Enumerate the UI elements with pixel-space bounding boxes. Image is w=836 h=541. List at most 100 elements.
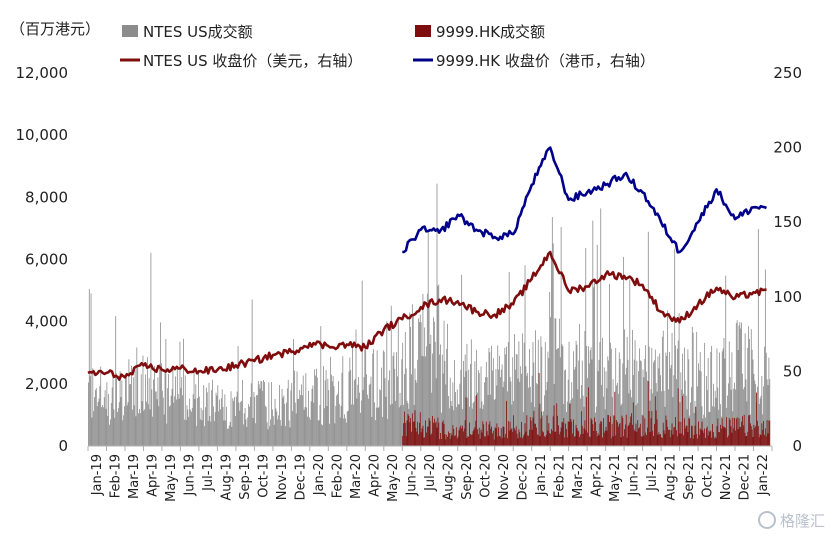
- hk-volume-bar: [402, 435, 404, 446]
- hk-volume-bar: [559, 431, 561, 446]
- ntes-us-volume-bar: [531, 375, 533, 446]
- ntes-us-volume-bar: [142, 355, 144, 446]
- hk-volume-bar: [471, 434, 473, 446]
- x-tick-label: Feb-21: [552, 454, 567, 498]
- ntes-us-volume-bar: [107, 416, 109, 446]
- ntes-us-volume-bar: [473, 401, 475, 446]
- hk-volume-bar: [731, 432, 733, 446]
- ntes-us-volume-bar: [609, 284, 610, 446]
- hk-volume-bar: [698, 421, 699, 446]
- hk-volume-bar: [507, 438, 508, 446]
- ntes-us-volume-bar: [147, 404, 149, 446]
- ntes-us-volume-bar: [418, 318, 419, 446]
- ntes-us-volume-bar: [286, 388, 288, 446]
- hk-volume-bar: [669, 437, 671, 446]
- y-axis-left: 0 2,000 4,000 6,000 8,000 10,000 12,000: [16, 64, 69, 455]
- ntes-us-volume-bar: [342, 356, 344, 446]
- x-tick-label: Jan-21: [534, 454, 549, 496]
- ntes-us-volume-bar: [367, 394, 368, 446]
- ntes-us-volume-bar: [420, 322, 422, 446]
- ntes-us-volume-bar: [424, 327, 426, 446]
- hk-volume-bar: [424, 437, 426, 446]
- ntes-us-volume-bar: [434, 341, 436, 446]
- ntes-us-volume-bar: [319, 405, 321, 446]
- ntes-us-volume-bar: [249, 397, 251, 446]
- ntes-us-volume-bar: [352, 404, 354, 446]
- ntes-us-volume-bar: [286, 402, 287, 446]
- ntes-us-volume-bar: [537, 339, 539, 446]
- x-tick-label: Oct-21: [700, 454, 715, 498]
- hk-volume-bar: [478, 427, 480, 446]
- hk-volume-bar: [500, 428, 502, 446]
- ntes-us-volume-bar: [594, 280, 595, 446]
- ntes-us-volume-bar: [529, 348, 530, 446]
- hk-volume-bar: [717, 418, 719, 446]
- ntes-us-volume-bar: [294, 402, 296, 446]
- ntes-us-volume-bar: [320, 326, 322, 446]
- ntes-us-volume-bar: [453, 410, 455, 446]
- ntes-us-volume-bar: [625, 367, 627, 446]
- hk-volume-bar: [608, 415, 610, 446]
- hk-volume-bar: [691, 426, 693, 446]
- hk-volume-bar: [497, 436, 499, 446]
- ntes-us-volume-bar: [233, 400, 235, 446]
- hk-volume-bar: [676, 436, 678, 446]
- hk-volume-bar: [659, 434, 661, 446]
- ntes-us-volume-bar: [512, 357, 514, 446]
- ntes-us-volume-bar: [252, 417, 254, 446]
- hk-volume-bar: [474, 427, 476, 446]
- hk-volume-bar: [404, 422, 406, 446]
- ntes-us-volume-bar: [323, 366, 324, 446]
- ntes-us-volume-bar: [220, 398, 222, 446]
- ntes-us-volume-bar: [173, 402, 175, 446]
- hk-volume-bar: [458, 430, 460, 446]
- hk-volume-bar: [507, 421, 509, 446]
- hk-volume-bar: [735, 430, 736, 446]
- ntes-us-volume-bar: [95, 388, 97, 446]
- ntes-us-volume-bar: [757, 228, 759, 446]
- x-tick-label: Jan-19: [90, 454, 105, 496]
- ntes-us-volume-bar: [218, 411, 220, 446]
- ntes-us-volume-bar: [178, 398, 180, 446]
- hk-volume-bar: [669, 429, 670, 446]
- ntes-us-volume-bar: [225, 420, 227, 446]
- x-tick-label: Mar-20: [349, 454, 364, 499]
- ntes-us-volume-bar: [323, 408, 325, 446]
- ntes-us-volume-bar: [205, 407, 206, 446]
- ntes-us-volume-bar: [389, 404, 391, 446]
- ntes-us-volume-bar: [92, 368, 94, 446]
- ntes-us-volume-bar: [166, 423, 168, 446]
- hk-volume-bar: [495, 428, 497, 446]
- ntes-us-volume-bar: [124, 406, 125, 446]
- ntes-us-volume-bar: [582, 395, 584, 446]
- ntes-us-volume-bar: [661, 391, 662, 446]
- hk-volume-bar: [672, 434, 674, 446]
- hk-volume-bar: [414, 410, 416, 446]
- ntes-us-volume-bar: [727, 383, 729, 446]
- hk-volume-bar: [590, 418, 592, 446]
- hk-volume-bar: [619, 422, 621, 446]
- ntes-us-volume-bar: [279, 385, 280, 446]
- ntes-us-volume-bar: [749, 339, 750, 446]
- x-tick-label: Aug-20: [442, 454, 457, 501]
- hk-volume-bar: [566, 437, 568, 446]
- ntes-us-volume-bar: [315, 375, 316, 446]
- hk-volume-bar: [551, 430, 553, 446]
- ntes-us-volume-bar: [336, 395, 338, 446]
- ntes-us-volume-bar: [713, 383, 714, 446]
- ntes-us-volume-bar: [598, 359, 600, 446]
- ntes-us-volume-bar: [184, 375, 186, 446]
- ntes-us-volume-bar: [596, 244, 598, 446]
- hk-volume-bar: [604, 430, 606, 446]
- ntes-us-volume-bar: [379, 389, 381, 446]
- ntes-us-volume-bar: [514, 334, 515, 446]
- ntes-us-volume-bar: [436, 183, 438, 446]
- hk-volume-bar: [679, 433, 681, 446]
- ntes-us-volume-bar: [324, 380, 326, 446]
- ntes-us-volume-bar: [90, 293, 92, 446]
- hk-volume-bar: [584, 420, 586, 446]
- hk-volume-bar: [623, 436, 625, 446]
- hk-volume-bar: [596, 436, 598, 446]
- ntes-us-volume-bar: [256, 395, 257, 446]
- hk-volume-bar: [759, 434, 761, 446]
